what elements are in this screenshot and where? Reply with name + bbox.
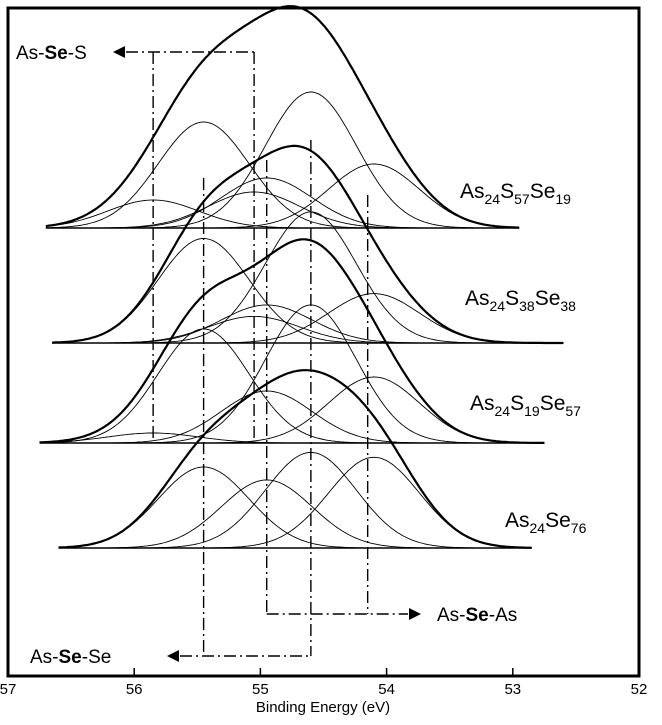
spectrum-2-component-0: [39, 328, 545, 444]
spectrum-1-label: As24S38Se38: [465, 287, 576, 314]
as-se-se-label: As-Se-Se: [30, 647, 111, 668]
spectrum-0-component-2: [45, 163, 520, 229]
spectrum-1-envelope: [52, 144, 564, 345]
spectrum-3-label-part: 24: [530, 520, 546, 536]
plot-frame: [6, 6, 641, 678]
spectrum-0-label: As24S57Se19: [460, 180, 571, 207]
spectrum-0-component-0: [45, 121, 520, 229]
spectrum-3-label-part: Se: [545, 509, 571, 532]
x-tick-label-3: 54: [378, 681, 395, 698]
spectrum-3-label: As24Se76: [505, 509, 587, 536]
spectrum-3-label-part: As: [505, 509, 530, 532]
spectrum-1-component-1: [52, 211, 564, 344]
spectrum-0-label-part: Se: [530, 180, 556, 203]
as-se-as-label-part: -As: [489, 605, 518, 626]
x-tick-label-2: 55: [252, 681, 269, 698]
spectrum-2-label-part: 24: [495, 403, 511, 419]
as-se-se-label-part: As-: [30, 647, 59, 668]
x-tick-label-0: 57: [0, 681, 16, 698]
as-se-s-label: As-Se-S: [16, 43, 87, 64]
x-tick-label-1: 56: [126, 681, 143, 698]
spectrum-3-envelope: [58, 369, 532, 549]
spectrum-0-label-part: 24: [485, 191, 501, 207]
spectrum-2: As24S19Se57: [39, 238, 581, 444]
spectrum-1-component-4: [52, 315, 564, 344]
x-tick-label-4: 53: [504, 681, 521, 698]
as-se-se-label-part: -Se: [82, 647, 112, 668]
x-axis-title: Binding Energy (eV): [256, 699, 390, 716]
spectrum-2-label-part: 57: [565, 403, 581, 419]
as-se-se-arrow: [167, 650, 179, 662]
as-se-as-label: As-Se-As: [437, 605, 517, 626]
spectrum-2-envelope: [39, 238, 545, 444]
spectrum-0: As24S57Se19: [45, 5, 571, 229]
spectra-layer: As24S57Se19As24S38Se38As24S19Se57As24Se7…: [39, 5, 587, 549]
as-se-as-label-part: As-: [437, 605, 466, 626]
spectrum-1-label-part: Se: [535, 287, 561, 310]
as-se-as-arrow: [409, 608, 421, 620]
spectrum-1-label-part: 24: [490, 298, 506, 314]
spectrum-3-label-part: 76: [571, 520, 587, 536]
spectrum-2-component-2: [39, 376, 545, 444]
x-axis: 57 56 55 54 53 52: [0, 668, 647, 698]
x-tick-label-5: 52: [631, 681, 648, 698]
spectrum-2-label-part: Se: [540, 392, 566, 415]
spectrum-3: As24Se76: [58, 369, 587, 549]
spectrum-1-label-part: As: [465, 287, 490, 310]
spectrum-0-label-part: 19: [555, 191, 571, 207]
as-se-as-label-part: Se: [466, 605, 489, 626]
spectrum-2-label-part: 19: [524, 403, 540, 419]
spectrum-2-label-part: S: [510, 392, 524, 415]
as-se-s-label-part: Se: [45, 43, 68, 64]
spectrum-2-label: As24S19Se57: [470, 392, 581, 419]
spectrum-0-label-part: 57: [514, 191, 530, 207]
spectrum-0-label-part: S: [500, 180, 514, 203]
as-se-se-label-part: Se: [59, 647, 82, 668]
spectrum-1-component-3: [52, 304, 564, 344]
spectrum-0-label-part: As: [460, 180, 485, 203]
spectrum-0-envelope: [45, 5, 520, 229]
spectrum-3-component-2: [58, 456, 532, 549]
spectrum-3-component-0: [58, 466, 532, 549]
spectrum-1-label-part: 38: [560, 298, 576, 314]
spectrum-1-label-part: 38: [519, 298, 535, 314]
spectrum-2-label-part: As: [470, 392, 495, 415]
as-se-s-arrow: [113, 46, 125, 58]
as-se-s-label-part: -S: [68, 43, 87, 64]
as-se-s-label-part: As-: [16, 43, 45, 64]
spectrum-1-label-part: S: [505, 287, 519, 310]
spectrum-1: As24S38Se38: [52, 144, 576, 345]
spectrum-0-component-3: [45, 177, 520, 229]
spectrum-3-component-3: [58, 479, 532, 549]
